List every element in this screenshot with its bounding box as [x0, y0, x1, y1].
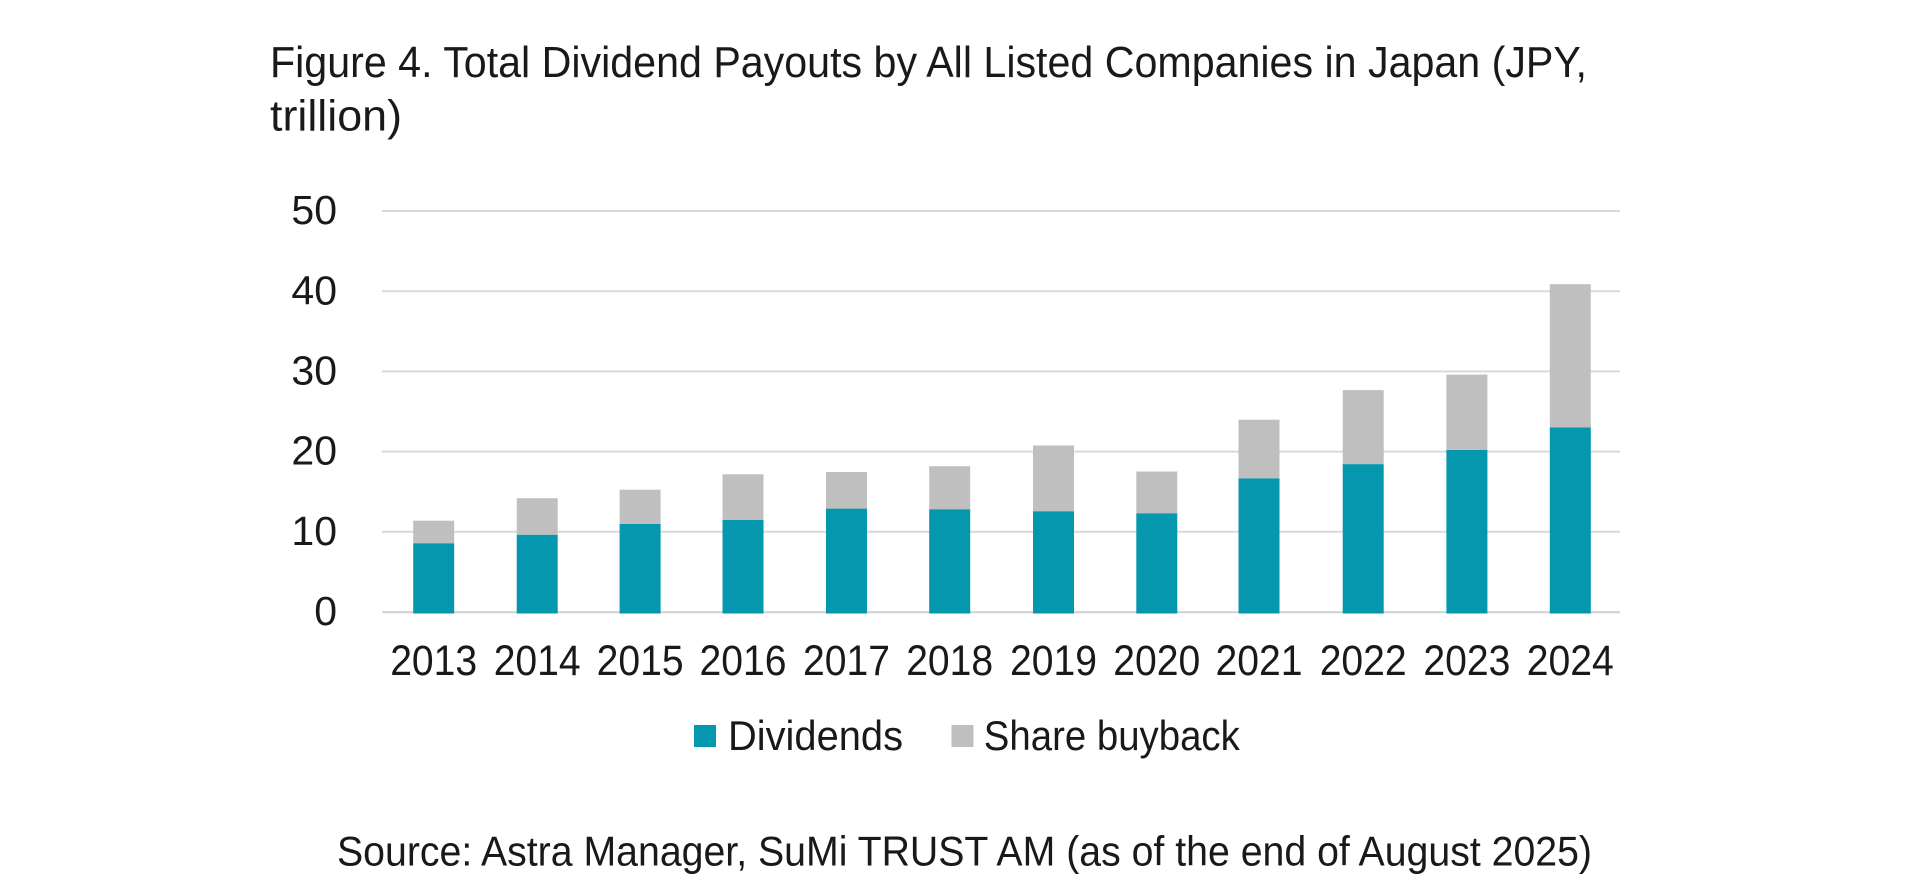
svg-text:2016: 2016: [700, 637, 787, 685]
svg-text:Dividends: Dividends: [728, 712, 903, 759]
svg-text:2013: 2013: [390, 637, 477, 685]
svg-text:2023: 2023: [1423, 637, 1510, 685]
svg-text:Figure 4. Total Dividend Payou: Figure 4. Total Dividend Payouts by All …: [270, 38, 1587, 87]
svg-text:2020: 2020: [1113, 637, 1200, 685]
svg-text:40: 40: [291, 267, 337, 313]
svg-text:10: 10: [291, 508, 337, 554]
svg-text:50: 50: [291, 187, 337, 233]
svg-text:20: 20: [291, 428, 337, 474]
svg-text:2024: 2024: [1527, 637, 1614, 685]
svg-text:0: 0: [314, 588, 337, 634]
svg-text:Share buyback: Share buyback: [984, 712, 1241, 759]
svg-text:2014: 2014: [494, 637, 581, 685]
svg-text:30: 30: [291, 348, 337, 394]
svg-text:trillion): trillion): [270, 92, 402, 141]
svg-text:2017: 2017: [803, 637, 890, 685]
svg-text:2019: 2019: [1010, 637, 1097, 685]
svg-text:2018: 2018: [906, 637, 993, 685]
svg-text:2015: 2015: [597, 637, 684, 685]
svg-text:2022: 2022: [1320, 637, 1407, 685]
svg-text:Source: Astra Manager, SuMi TR: Source: Astra Manager, SuMi TRUST AM (as…: [337, 827, 1592, 874]
svg-text:2021: 2021: [1216, 637, 1303, 685]
